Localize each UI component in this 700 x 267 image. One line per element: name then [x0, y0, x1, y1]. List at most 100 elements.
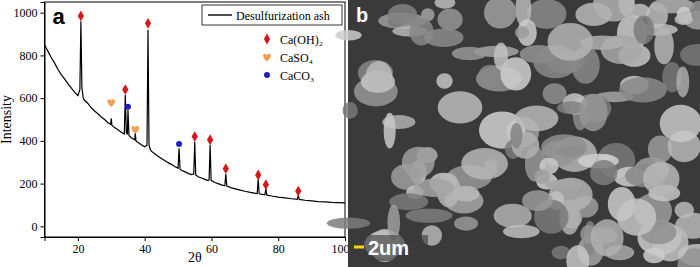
x-tick: 40: [139, 237, 151, 256]
particle: [676, 67, 689, 98]
panel-label: b: [356, 4, 368, 26]
particle: [343, 102, 358, 119]
sem-image: b 2um: [327, 0, 700, 267]
y-tick: 0: [32, 220, 45, 234]
particle: [643, 248, 665, 264]
particle: [484, 0, 516, 29]
legend: Desulfurization ashCa(OH)₂CaSO₄CaCO₃: [202, 5, 342, 83]
particle: [388, 4, 417, 25]
particle: [617, 199, 656, 236]
peak-marker: [131, 126, 139, 134]
y-tick: 1000: [14, 6, 45, 20]
y-tick-mark: [41, 226, 45, 227]
peak-marker: [122, 84, 128, 95]
particle: [437, 8, 462, 30]
particle: [494, 43, 508, 71]
particle: [522, 190, 553, 211]
x-tick-label: 60: [206, 242, 218, 256]
x-tick-label: 100: [332, 242, 350, 256]
peak-marker: [255, 170, 261, 181]
panel-label: a: [53, 4, 66, 29]
y-tick-mark: [41, 141, 45, 142]
x-tick: 80: [273, 237, 285, 256]
legend-box: [202, 5, 342, 25]
particle: [454, 216, 478, 230]
x-tick-mark: [345, 237, 346, 241]
particle: [634, 15, 655, 44]
particle: [402, 147, 435, 178]
particle: [566, 245, 589, 267]
particle: [515, 105, 558, 131]
particle: [436, 73, 452, 89]
particle: [483, 159, 497, 177]
x-tick-mark: [145, 237, 146, 241]
peak-marker: [176, 141, 182, 147]
plot-marks: [45, 10, 346, 202]
scale-bar-label: 2um: [368, 237, 409, 259]
y-tick-label: 400: [20, 134, 38, 148]
particle: [335, 30, 361, 41]
peak-marker: [145, 18, 151, 29]
x-tick: 100: [332, 237, 350, 256]
particle: [503, 225, 540, 238]
particle: [327, 218, 370, 229]
particle: [591, 219, 624, 256]
particle: [510, 123, 522, 148]
particle: [643, 162, 680, 196]
x-axis-line: [45, 238, 346, 242]
particle: [387, 205, 400, 241]
legend-swatch: [263, 54, 271, 62]
particle: [438, 91, 483, 123]
particle: [534, 169, 550, 184]
legend-label: Desulfurization ash: [236, 9, 330, 23]
y-tick: 400: [20, 134, 45, 148]
plot-frame: [45, 2, 346, 237]
particle: [384, 113, 396, 149]
x-tick-mark: [278, 237, 279, 241]
particle: [366, 61, 393, 93]
y-tick: 200: [20, 177, 45, 191]
scale-bar-backing: [350, 235, 428, 261]
scale-bar: [354, 246, 364, 249]
y-axis-title: Intensity: [0, 95, 14, 144]
legend-swatch: [264, 34, 270, 45]
particle: [543, 83, 567, 104]
peak-marker: [192, 131, 198, 142]
particle: [680, 44, 700, 66]
y-tick-mark: [41, 98, 45, 99]
xrd-line: [45, 21, 346, 203]
y-tick: 600: [20, 91, 45, 105]
peak-marker: [223, 163, 229, 174]
y-tick-mark: [41, 13, 45, 14]
y-tick: 800: [20, 49, 45, 63]
peak-marker: [78, 10, 84, 21]
particle: [580, 36, 624, 50]
sem-background: [348, 0, 700, 267]
x-tick: 20: [72, 237, 84, 256]
peak-marker: [263, 179, 269, 190]
y-tick-label: 600: [20, 91, 38, 105]
figure: 20406080100020040060080010002θIntensitya…: [0, 0, 700, 267]
particle: [674, 14, 693, 25]
particle: [619, 77, 667, 102]
legend-swatch: [208, 14, 232, 15]
y-tick-label: 0: [32, 220, 38, 234]
particle: [590, 160, 618, 185]
x-tick-mark: [211, 237, 212, 241]
peak-marker: [207, 134, 213, 145]
y-tick-mark: [41, 55, 45, 56]
y-tick-label: 1000: [14, 6, 38, 20]
particle: [461, 148, 508, 180]
particle: [424, 28, 463, 47]
particle: [593, 0, 635, 22]
particle: [452, 47, 487, 61]
peak-marker: [125, 104, 131, 110]
particle: [546, 179, 583, 190]
particle: [579, 94, 608, 132]
legend-swatch: [264, 72, 270, 78]
y-tick-label: 200: [20, 177, 38, 191]
x-tick: 60: [206, 237, 218, 256]
x-tick-label: 20: [72, 242, 84, 256]
x-tick-label: 80: [273, 242, 285, 256]
particle: [618, 0, 634, 16]
